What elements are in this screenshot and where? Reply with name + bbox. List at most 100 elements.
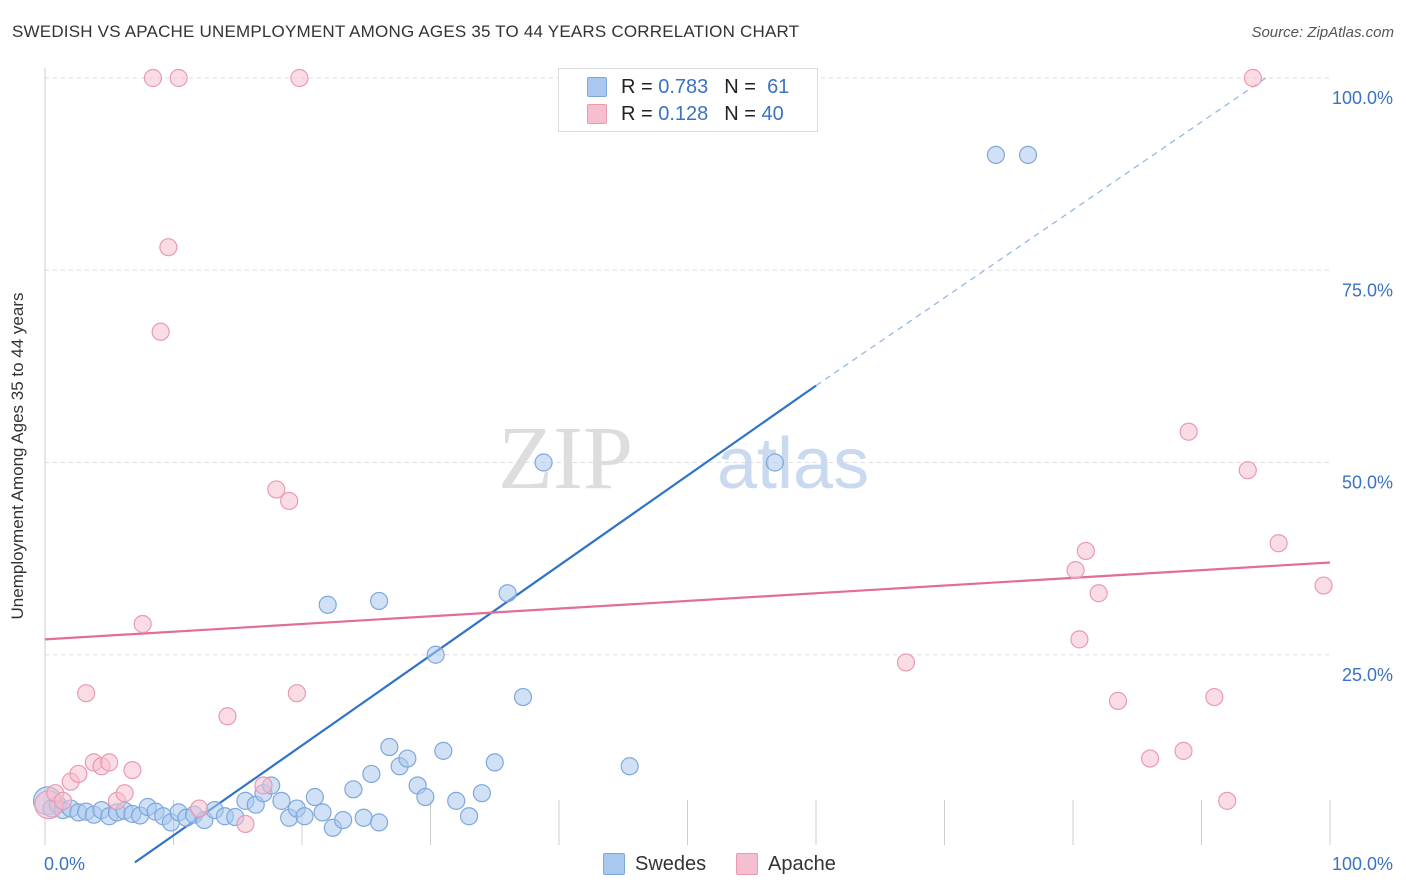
apache-swatch [587,104,607,124]
y-tick-label: 50.0% [1342,473,1393,493]
apache-point [1066,561,1085,580]
apache-point [218,707,237,726]
legend-n-label: N = [724,75,756,98]
apache-point [1218,791,1237,810]
swedes-point [765,453,784,472]
apache-point [1076,541,1095,561]
swedes-point [426,645,445,664]
bottom-legend-swedes: Swedes [603,852,706,876]
legend-n-value: 40 [761,102,784,125]
apache-point [1205,687,1224,707]
swedes-point [370,813,389,832]
swedes-point [1018,145,1038,164]
watermark-atlas: atlas [717,424,869,504]
apache-point [254,776,273,795]
apache-point [280,491,299,511]
swedes-point [380,737,399,757]
apache-point [115,784,134,803]
apache-point [77,684,96,703]
grid-lines [45,77,1331,845]
apache-point [143,68,163,88]
tick-labels: 100.0% 75.0% 50.0% 25.0% 0.0% 100.0% [44,88,1393,874]
swedes-trend-extension [815,77,1267,387]
legend-row-apache: R = 0.128 N = 40 [587,103,784,125]
swedes-point [986,145,1006,164]
swedes-point [472,784,491,803]
x-tick-label: 100.0% [1332,854,1393,874]
swedes-point [434,741,453,760]
legend-r-label: R = [621,102,653,125]
apache-point [1174,741,1193,760]
apache-point [123,760,142,780]
y-tick-label: 75.0% [1342,280,1393,300]
legend-r-label: R = [621,75,653,98]
apache-point [151,322,170,341]
apache-point [1179,422,1198,441]
scatter-points [32,68,1333,837]
legend-r-value: 0.128 [658,102,709,125]
swedes-point [362,764,381,784]
apache-point [133,614,152,634]
source-credit: Source: ZipAtlas.com [1251,24,1394,41]
apache-point [100,753,119,772]
swedes-point [498,584,517,603]
legend-n-label: N = [724,102,756,125]
apache-point [1140,749,1160,768]
legend-r-value: 0.783 [658,75,709,98]
swedes-point [620,757,639,776]
swedes-point [534,453,553,472]
chart-title: SWEDISH VS APACHE UNEMPLOYMENT AMONG AGE… [12,22,800,41]
swedes-swatch [603,853,625,875]
y-axis-title: Unemployment Among Ages 35 to 44 years [8,292,27,620]
apache-point [53,791,73,810]
apache-point [190,799,209,818]
legend-n-value: 61 [767,75,790,98]
apache-swatch [736,853,758,875]
apache-trend-line [44,561,1331,641]
y-tick-label: 100.0% [1332,88,1393,108]
apache-point [287,684,306,703]
swedes-point [485,753,504,772]
apache-point [1269,534,1288,553]
apache-point [1089,584,1108,603]
watermark-zip: ZIP [498,409,633,508]
x-tick-label: 0.0% [44,854,85,874]
swedes-point [370,591,389,611]
apache-point [69,764,88,784]
apache-point [1243,68,1263,88]
apache-point [267,480,286,499]
swedes-trend-line [134,384,817,864]
swedes-swatch [587,77,607,97]
swedes-point [447,791,466,810]
swedes-point [398,749,417,768]
swedes-point [313,803,332,822]
trend-lines [44,77,1331,864]
apache-point [236,814,255,834]
legend: R = 0.783 N = 61 R = 0.128 N = 40 [558,68,818,132]
y-tick-label: 25.0% [1342,665,1393,685]
bottom-legend-apache: Apache [736,852,836,876]
apache-point [169,68,188,88]
swedes-point [513,687,533,707]
legend-label-apache: Apache [768,852,836,875]
swedes-point [459,807,479,826]
swedes-point [334,810,353,830]
apache-point [159,238,178,257]
swedes-point [272,791,291,810]
swedes-point [295,807,314,826]
swedes-point [344,780,363,799]
legend-row-swedes: R = 0.783 N = 61 [587,76,789,98]
apache-point [1070,630,1089,649]
swedes-point [416,787,435,807]
swedes-point [318,595,337,614]
watermark: ZIP atlas [498,409,869,508]
swedes-point [354,808,373,827]
apache-point [1238,461,1257,480]
apache-point [290,68,309,88]
apache-point [1314,576,1333,595]
apache-point [1108,691,1128,710]
legend-label-swedes: Swedes [635,852,707,875]
apache-point [896,653,916,672]
swedes-point [305,787,324,807]
